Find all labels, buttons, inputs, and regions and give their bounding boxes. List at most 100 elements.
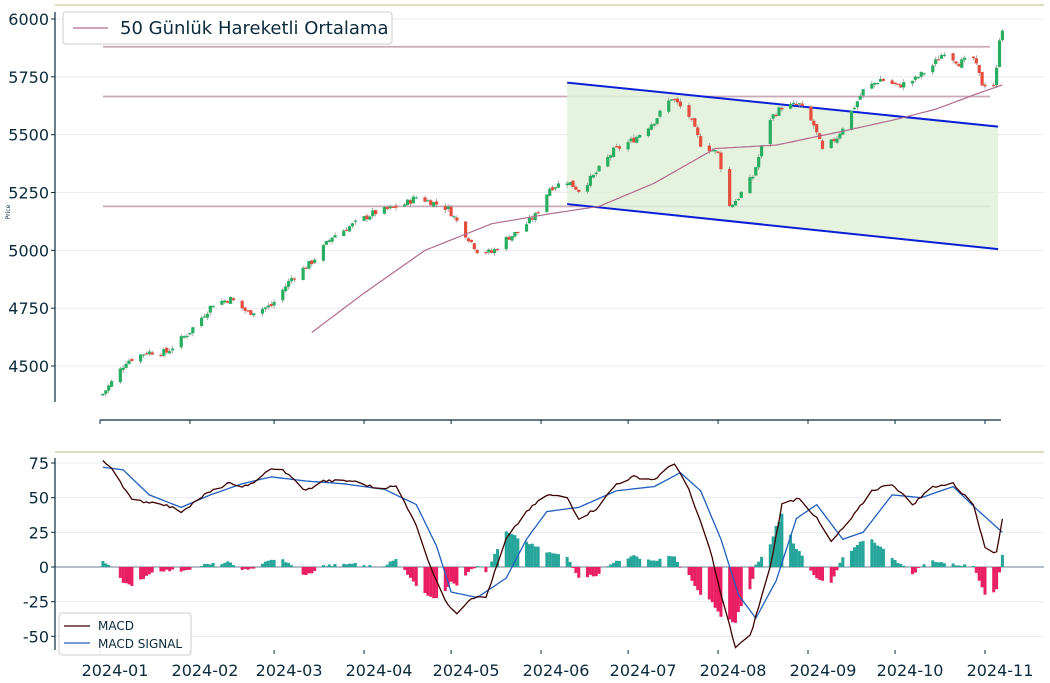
candle-body — [835, 138, 839, 143]
candle-body — [139, 354, 143, 362]
macd-histogram-bar — [469, 567, 473, 570]
macd-histogram-bar — [951, 563, 955, 567]
candle-body — [281, 289, 285, 301]
macd-histogram-bar — [107, 564, 111, 567]
candle-body — [626, 142, 630, 150]
price-y-tick-label: 5250 — [8, 184, 49, 203]
candle-body — [472, 243, 476, 250]
macd-histogram-bar — [774, 525, 778, 567]
candle-body — [121, 367, 125, 370]
candle-body — [571, 180, 575, 187]
candle-body — [983, 84, 987, 87]
macd-histogram-bar — [934, 562, 938, 567]
candle-body — [672, 98, 677, 101]
macd-histogram-bar — [530, 543, 534, 567]
candle-body — [617, 146, 621, 149]
macd-histogram-bar — [556, 554, 560, 567]
macd-histogram-bar — [832, 567, 836, 577]
macd-signal-line — [102, 466, 1003, 620]
x-tick-label: 2024-06 — [523, 661, 590, 680]
candle-body — [321, 245, 326, 261]
candle-body — [289, 278, 294, 282]
candle-body — [252, 313, 256, 316]
macd-histogram-bar — [818, 567, 822, 580]
legend-label-signal: MACD SIGNAL — [98, 637, 182, 651]
macd-histogram-bar — [411, 567, 415, 582]
macd-histogram-bar — [243, 567, 247, 569]
macd-histogram-bar — [211, 563, 215, 567]
candle-body — [751, 176, 755, 179]
candle-body — [426, 200, 430, 202]
candle-body — [565, 183, 569, 186]
macd-histogram-bar — [231, 565, 235, 567]
macd-histogram-bar — [855, 545, 859, 567]
macd-histogram-bar — [443, 567, 447, 592]
candle-body — [768, 120, 772, 144]
candle-body — [954, 61, 958, 64]
candle-body — [530, 218, 534, 220]
macd-histogram-bar — [594, 567, 598, 577]
candle-body — [434, 201, 439, 205]
candle-body — [240, 300, 244, 309]
macd-histogram-bar — [960, 565, 964, 567]
candle-body — [675, 98, 680, 103]
candle-body — [475, 249, 479, 254]
macd-histogram-bar — [287, 562, 291, 567]
candle-body — [388, 206, 392, 209]
candle-body — [574, 186, 578, 190]
price-y-tick-label: 5000 — [8, 241, 49, 260]
candle-body — [223, 300, 227, 303]
macd-histogram-bar — [992, 567, 996, 593]
candlestick-series — [101, 28, 1005, 397]
candle-body — [287, 281, 291, 287]
macd-histogram-bar — [789, 534, 793, 567]
candle-body — [568, 182, 572, 186]
macd-histogram-bar — [667, 555, 671, 567]
candle-body — [188, 332, 192, 335]
candle-body — [899, 84, 903, 88]
macd-histogram-bar — [777, 521, 781, 567]
macd-histogram-bar — [812, 567, 816, 576]
candle-body — [910, 80, 915, 84]
macd-histogram-bar — [171, 567, 175, 570]
macd-histogram-bar — [139, 567, 143, 580]
macd-histogram-bar — [910, 567, 914, 575]
candle-body — [794, 103, 798, 106]
macd-histogram-bar — [391, 560, 395, 567]
candle-body — [597, 165, 601, 172]
candle-body — [347, 226, 352, 232]
candle-body — [432, 202, 436, 207]
candle-body — [464, 221, 468, 238]
candle-body — [791, 102, 796, 105]
macd-y-ticks: -50 -25 0 25 50 75 — [23, 454, 55, 646]
channel-upper-line — [567, 81, 999, 128]
candle-body — [797, 103, 801, 105]
candle-body — [777, 107, 781, 116]
price-y-tick-label: 4750 — [8, 299, 49, 318]
macd-histogram-bar — [272, 559, 276, 567]
candle-body — [902, 82, 906, 88]
candle-body — [292, 278, 297, 280]
candle-body — [414, 197, 418, 199]
candle-body — [577, 189, 581, 192]
price-y-ticks: 4500 4750 5000 5250 5500 5750 6000 — [8, 10, 55, 376]
candle-body — [870, 83, 874, 89]
candle-body — [878, 79, 883, 82]
macd-histogram-bar — [223, 562, 227, 567]
candle-body — [759, 145, 764, 157]
macd-histogram-bar — [127, 567, 131, 585]
macd-histogram-bar — [699, 567, 703, 595]
macd-histogram-bar — [266, 560, 270, 567]
macd-histogram-bar — [290, 565, 294, 567]
candle-body — [301, 267, 305, 281]
macd-histogram-bar — [507, 532, 511, 567]
candle-body — [449, 206, 453, 217]
candle-body — [371, 210, 375, 217]
macd-histogram-bar — [304, 567, 308, 576]
candle-body — [310, 260, 314, 265]
candle-body — [730, 204, 735, 208]
macd-histogram-bar — [852, 547, 856, 567]
candle-body — [249, 310, 253, 315]
candle-body — [466, 238, 471, 242]
candle-body — [713, 150, 717, 152]
